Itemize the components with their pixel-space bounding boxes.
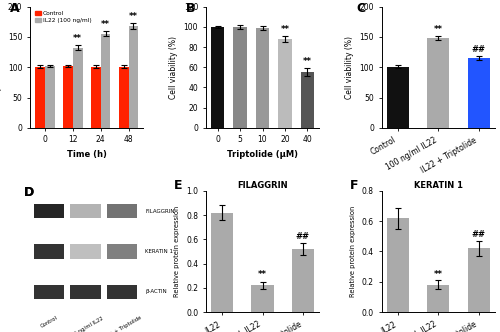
Y-axis label: Cell proliferation (%): Cell proliferation (%) bbox=[0, 28, 2, 107]
Text: B: B bbox=[186, 2, 195, 15]
Text: **: ** bbox=[258, 270, 267, 279]
Bar bbox=[73, 48, 83, 128]
Bar bbox=[278, 39, 291, 128]
Text: **: ** bbox=[280, 25, 289, 34]
Text: ##: ## bbox=[472, 45, 486, 54]
Text: **: ** bbox=[303, 57, 312, 66]
Bar bbox=[427, 38, 450, 128]
FancyBboxPatch shape bbox=[70, 285, 101, 299]
Text: D: D bbox=[24, 186, 34, 199]
Y-axis label: Cell viability (%): Cell viability (%) bbox=[345, 36, 354, 99]
Bar bbox=[128, 26, 138, 128]
Bar bbox=[252, 286, 274, 312]
Title: KERATIN 1: KERATIN 1 bbox=[414, 181, 463, 190]
Text: F: F bbox=[350, 179, 358, 192]
Text: **: ** bbox=[129, 12, 138, 21]
Bar bbox=[100, 34, 110, 128]
X-axis label: Time (h): Time (h) bbox=[67, 150, 106, 159]
Text: C: C bbox=[356, 2, 366, 15]
FancyBboxPatch shape bbox=[70, 244, 101, 259]
X-axis label: Triptolide (μM): Triptolide (μM) bbox=[227, 150, 298, 159]
Bar bbox=[386, 67, 409, 128]
Text: **: ** bbox=[101, 20, 110, 29]
Text: **: ** bbox=[434, 25, 443, 34]
Text: **: ** bbox=[434, 270, 443, 279]
Bar bbox=[91, 67, 101, 128]
Text: Control: Control bbox=[40, 315, 58, 329]
Bar bbox=[386, 218, 409, 312]
Bar bbox=[63, 66, 73, 128]
Bar bbox=[211, 213, 233, 312]
Text: 100 ng/ml IL22: 100 ng/ml IL22 bbox=[67, 315, 104, 332]
Bar bbox=[468, 58, 490, 128]
Bar bbox=[256, 28, 269, 128]
Bar bbox=[119, 67, 128, 128]
Y-axis label: Relative protein expression: Relative protein expression bbox=[350, 206, 356, 297]
Text: ##: ## bbox=[472, 230, 486, 239]
FancyBboxPatch shape bbox=[107, 285, 138, 299]
FancyBboxPatch shape bbox=[107, 244, 138, 259]
Bar bbox=[234, 27, 247, 128]
Bar bbox=[292, 249, 314, 312]
Text: E: E bbox=[174, 179, 182, 192]
Bar bbox=[211, 27, 224, 128]
Y-axis label: Cell viability (%): Cell viability (%) bbox=[169, 36, 178, 99]
Text: A: A bbox=[10, 2, 19, 15]
FancyBboxPatch shape bbox=[107, 204, 138, 218]
Bar bbox=[427, 285, 450, 312]
Bar bbox=[300, 72, 314, 128]
FancyBboxPatch shape bbox=[34, 204, 64, 218]
Text: KERATIN 1: KERATIN 1 bbox=[146, 249, 174, 254]
FancyBboxPatch shape bbox=[34, 244, 64, 259]
Y-axis label: Relative protein expression: Relative protein expression bbox=[174, 206, 180, 297]
Legend: Control, IL22 (100 ng/ml): Control, IL22 (100 ng/ml) bbox=[33, 10, 94, 24]
Text: **: ** bbox=[73, 34, 82, 43]
FancyBboxPatch shape bbox=[34, 285, 64, 299]
Text: FILAGGRIN: FILAGGRIN bbox=[146, 208, 175, 213]
Text: D: D bbox=[24, 186, 34, 199]
Text: IL22 + Triptolide: IL22 + Triptolide bbox=[102, 315, 142, 332]
Text: ##: ## bbox=[296, 231, 310, 241]
Title: FILAGGRIN: FILAGGRIN bbox=[237, 181, 288, 190]
Bar bbox=[45, 66, 54, 128]
Text: β-ACTIN: β-ACTIN bbox=[146, 290, 167, 294]
Bar bbox=[468, 248, 490, 312]
FancyBboxPatch shape bbox=[70, 204, 101, 218]
Bar bbox=[35, 67, 45, 128]
